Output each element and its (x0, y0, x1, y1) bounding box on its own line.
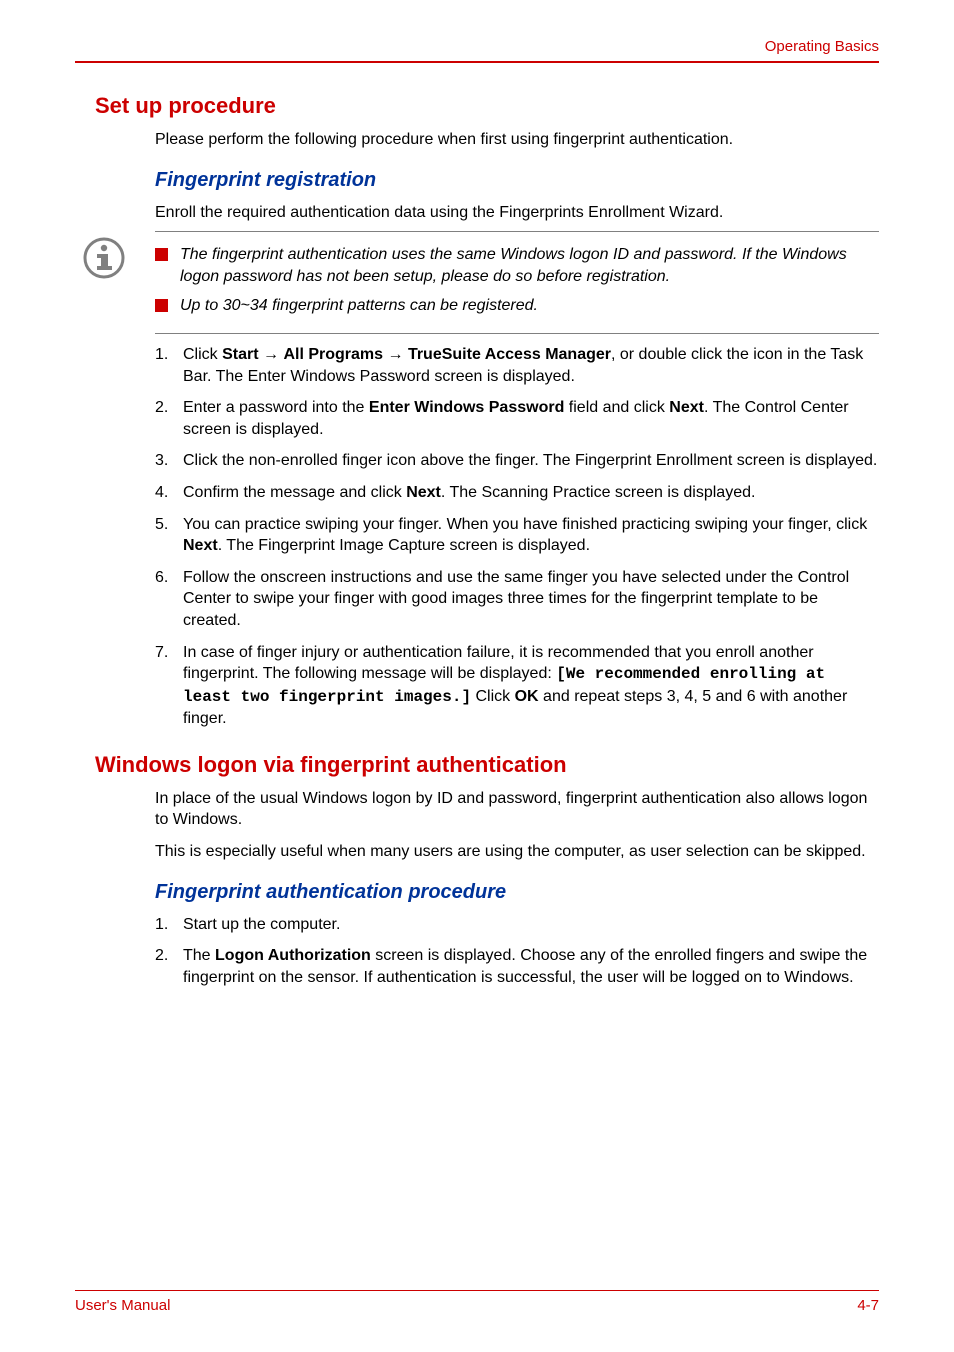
note-item: Up to 30~34 fingerprint patterns can be … (155, 295, 879, 317)
step-number: 5. (155, 514, 183, 557)
step-text: You can practice swiping your finger. Wh… (183, 514, 879, 557)
footer-rule (75, 1290, 879, 1291)
footer-left: User's Manual (75, 1297, 170, 1314)
list-item: 1. Click Start → All Programs → TrueSuit… (155, 344, 879, 387)
heading-setup: Set up procedure (95, 93, 879, 119)
registration-steps: 1. Click Start → All Programs → TrueSuit… (155, 344, 879, 730)
list-item: 6. Follow the onscreen instructions and … (155, 567, 879, 632)
info-note-block: The fingerprint authentication uses the … (75, 231, 879, 334)
step-text: Click Start → All Programs → TrueSuite A… (183, 344, 879, 387)
step-text: In case of finger injury or authenticati… (183, 642, 879, 730)
step-text: Enter a password into the Enter Windows … (183, 397, 879, 440)
step-number: 1. (155, 914, 183, 936)
fingerprint-reg-intro: Enroll the required authentication data … (155, 202, 879, 224)
list-item: 7. In case of finger injury or authentic… (155, 642, 879, 730)
step-number: 4. (155, 482, 183, 504)
bullet-icon (155, 248, 168, 261)
step-number: 7. (155, 642, 183, 730)
step-number: 6. (155, 567, 183, 632)
step-number: 2. (155, 397, 183, 440)
list-item: 1. Start up the computer. (155, 914, 879, 936)
auth-steps: 1. Start up the computer. 2. The Logon A… (155, 914, 879, 989)
step-text: Start up the computer. (183, 914, 879, 936)
step-number: 1. (155, 344, 183, 387)
list-item: 4. Confirm the message and click Next. T… (155, 482, 879, 504)
heading-auth-procedure: Fingerprint authentication procedure (155, 881, 879, 904)
page-footer: User's Manual 4-7 (75, 1290, 879, 1314)
running-header: Operating Basics (75, 38, 879, 55)
note-item: The fingerprint authentication uses the … (155, 244, 879, 287)
step-number: 3. (155, 450, 183, 472)
step-text: Click the non-enrolled finger icon above… (183, 450, 879, 472)
windows-logon-p2: This is especially useful when many user… (155, 841, 879, 863)
footer-right: 4-7 (857, 1297, 879, 1314)
bullet-icon (155, 299, 168, 312)
page-container: Operating Basics Set up procedure Please… (0, 0, 954, 1352)
setup-intro: Please perform the following procedure w… (155, 129, 879, 151)
list-item: 2. Enter a password into the Enter Windo… (155, 397, 879, 440)
list-item: 3. Click the non-enrolled finger icon ab… (155, 450, 879, 472)
note-text: Up to 30~34 fingerprint patterns can be … (180, 295, 538, 317)
step-text: Confirm the message and click Next. The … (183, 482, 879, 504)
heading-fingerprint-registration: Fingerprint registration (155, 169, 879, 192)
step-text: The Logon Authorization screen is displa… (183, 945, 879, 988)
note-list: The fingerprint authentication uses the … (155, 231, 879, 334)
list-item: 2. The Logon Authorization screen is dis… (155, 945, 879, 988)
note-text: The fingerprint authentication uses the … (180, 244, 879, 287)
footer-row: User's Manual 4-7 (75, 1297, 879, 1314)
list-item: 5. You can practice swiping your finger.… (155, 514, 879, 557)
info-icon (83, 237, 125, 284)
header-rule (75, 61, 879, 63)
step-number: 2. (155, 945, 183, 988)
windows-logon-p1: In place of the usual Windows logon by I… (155, 788, 879, 831)
step-text: Follow the onscreen instructions and use… (183, 567, 879, 632)
heading-windows-logon: Windows logon via fingerprint authentica… (95, 752, 879, 778)
